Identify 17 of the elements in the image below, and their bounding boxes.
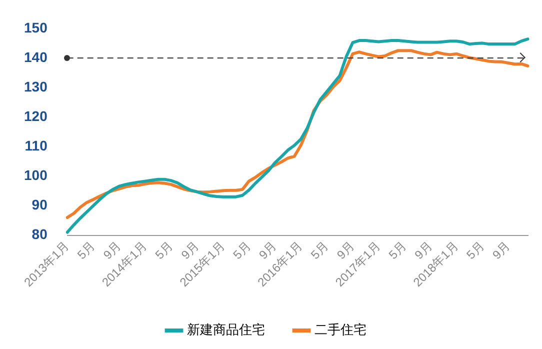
y-tick-label: 100	[24, 167, 48, 184]
y-tick-label: 130	[24, 78, 48, 94]
y-tick-label: 140	[24, 48, 48, 65]
y-tick-label: 120	[24, 108, 48, 124]
x-tick-label: 5月	[74, 238, 98, 262]
x-tick-label: 5月	[308, 238, 332, 262]
y-tick-label: 80	[32, 226, 48, 242]
legend-label: 二手住宅	[314, 322, 366, 338]
x-tick-label: 9月	[490, 238, 513, 262]
x-tick-label: 5月	[230, 238, 254, 262]
y-tick-label: 110	[24, 137, 48, 154]
legend-label: 新建商品住宅	[187, 322, 265, 338]
x-tick-label: 5月	[386, 238, 410, 262]
x-tick-label: 5月	[464, 238, 487, 262]
y-tick-label: 90	[32, 196, 48, 213]
y-tick-label: 150	[24, 19, 48, 36]
x-tick-label: 5月	[152, 238, 176, 262]
